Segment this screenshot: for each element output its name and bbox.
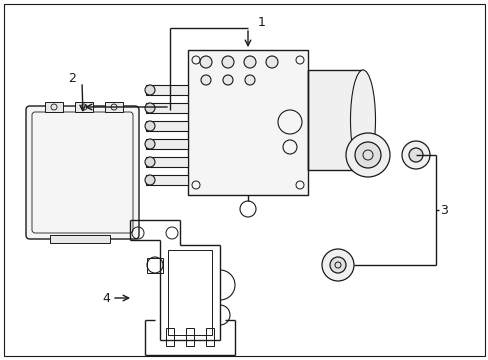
Bar xyxy=(307,70,362,170)
Circle shape xyxy=(223,75,232,85)
Circle shape xyxy=(329,257,346,273)
Circle shape xyxy=(354,142,380,168)
Circle shape xyxy=(145,121,155,131)
Text: 3: 3 xyxy=(439,203,447,216)
Bar xyxy=(45,102,63,112)
Text: 1: 1 xyxy=(258,15,265,28)
Bar xyxy=(146,157,187,167)
Circle shape xyxy=(145,103,155,113)
Bar xyxy=(205,328,214,346)
Circle shape xyxy=(200,56,212,68)
Circle shape xyxy=(244,75,254,85)
Circle shape xyxy=(346,133,389,177)
Circle shape xyxy=(265,56,278,68)
Bar xyxy=(187,50,307,195)
Circle shape xyxy=(201,75,210,85)
FancyBboxPatch shape xyxy=(26,106,139,239)
Bar xyxy=(146,85,187,95)
Bar xyxy=(75,102,93,112)
Circle shape xyxy=(145,157,155,167)
Circle shape xyxy=(244,56,256,68)
Bar xyxy=(146,175,187,185)
Circle shape xyxy=(401,141,429,169)
Bar xyxy=(146,139,187,149)
Circle shape xyxy=(321,249,353,281)
Circle shape xyxy=(145,175,155,185)
Bar xyxy=(168,250,212,335)
Circle shape xyxy=(145,85,155,95)
Bar xyxy=(165,328,174,346)
Circle shape xyxy=(222,56,234,68)
Bar xyxy=(146,121,187,131)
Text: 2: 2 xyxy=(68,72,76,85)
Circle shape xyxy=(145,139,155,149)
Bar xyxy=(147,258,163,273)
Circle shape xyxy=(408,148,422,162)
Ellipse shape xyxy=(350,70,375,170)
Bar xyxy=(50,235,110,243)
Text: 4: 4 xyxy=(102,292,110,305)
Bar xyxy=(185,328,194,346)
Bar xyxy=(105,102,123,112)
Bar xyxy=(146,103,187,113)
